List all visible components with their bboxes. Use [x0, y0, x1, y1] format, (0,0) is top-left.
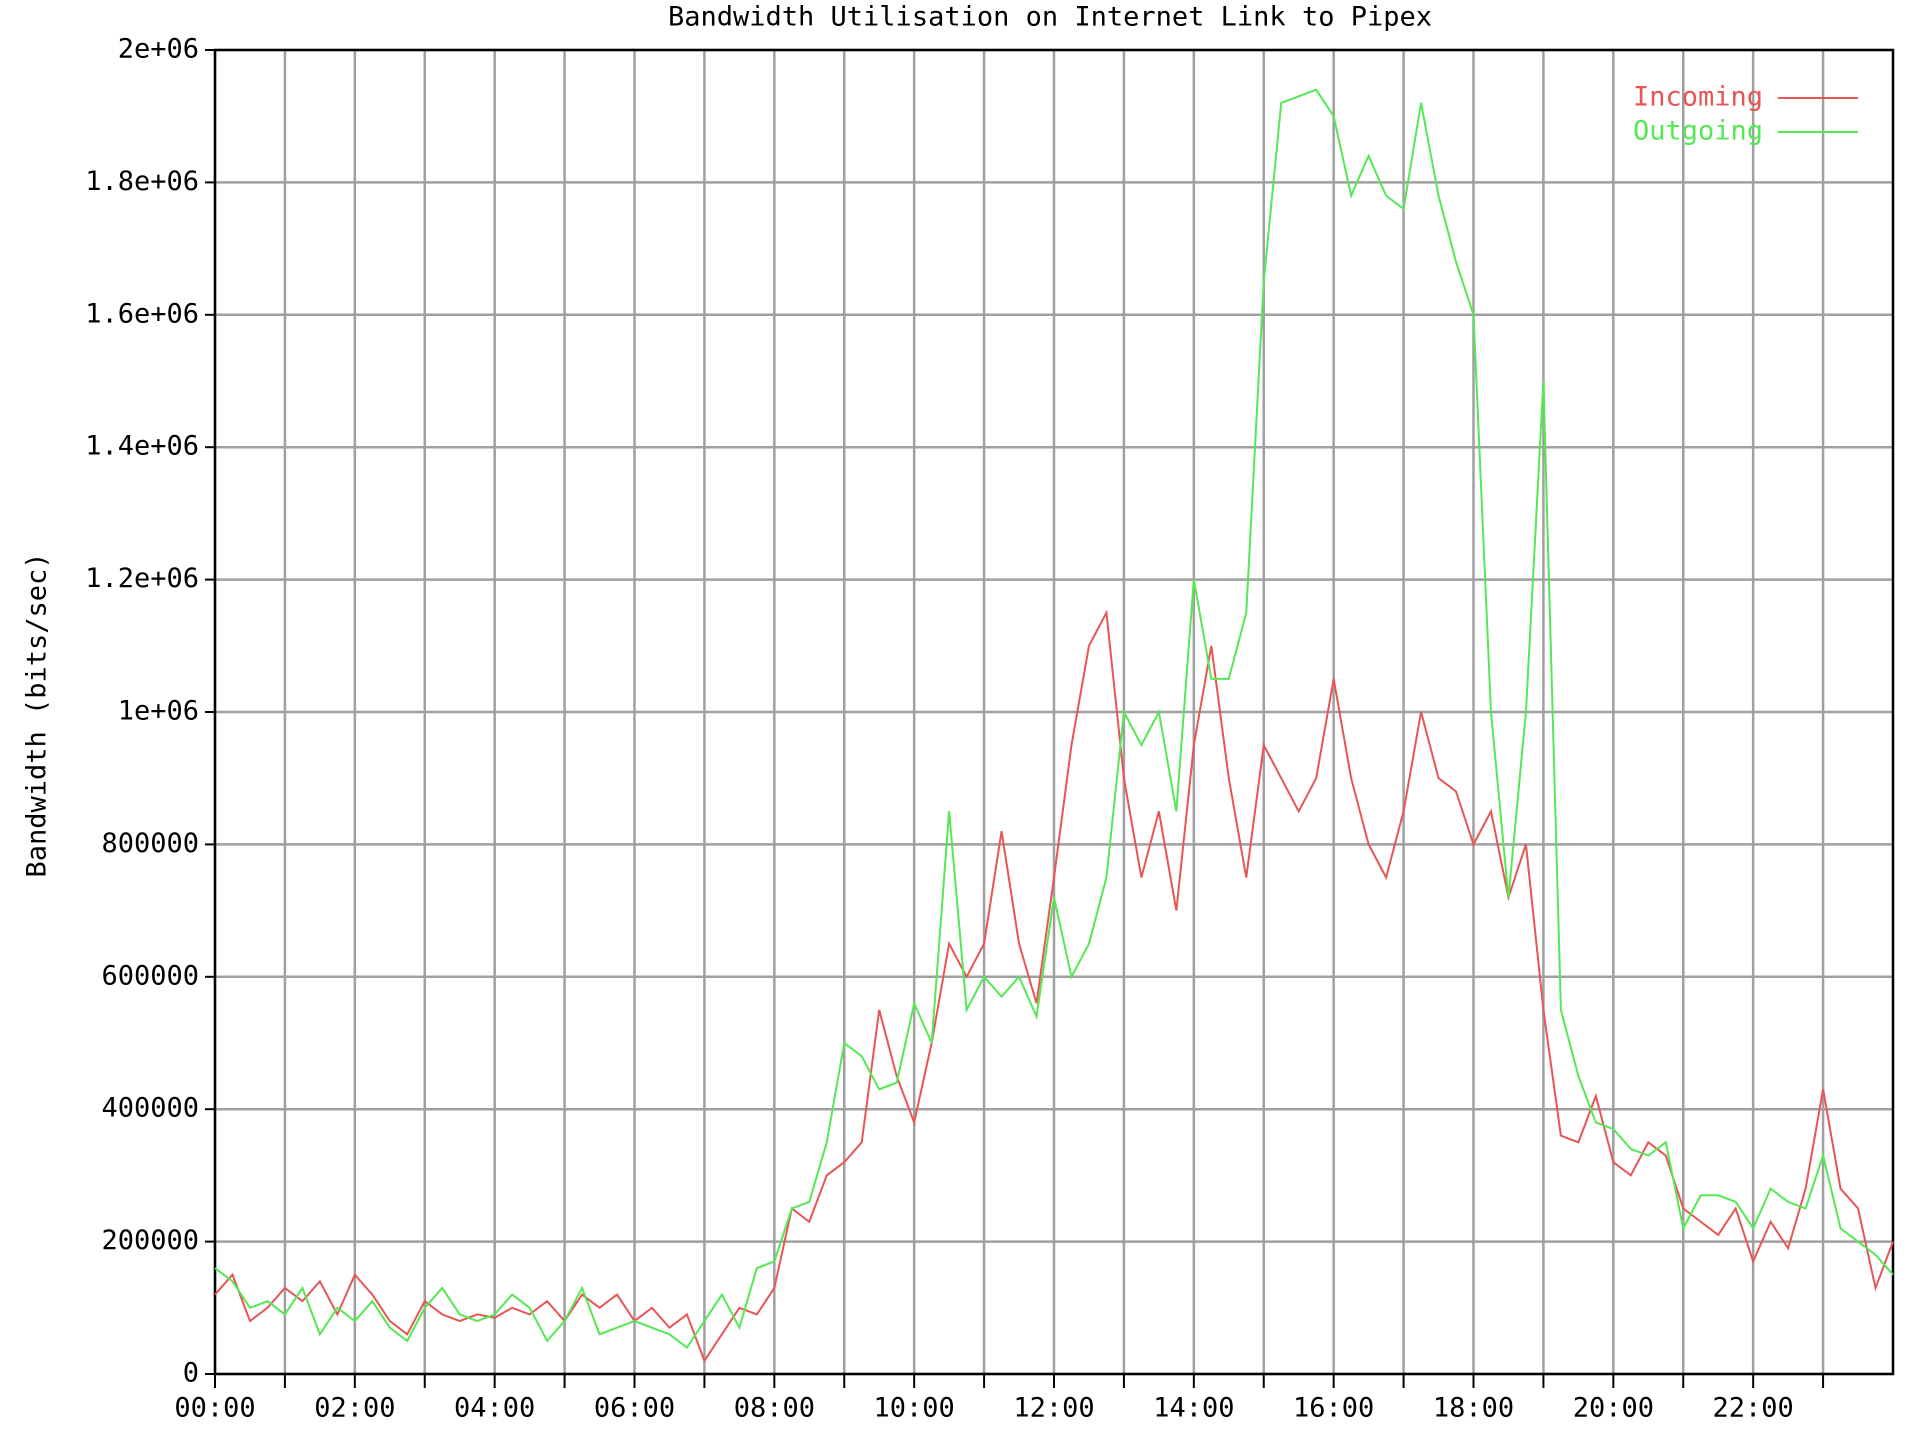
y-tick-label: 1.6e+06	[85, 298, 199, 329]
y-tick-label: 1.8e+06	[85, 166, 199, 197]
y-axis-label: Bandwidth (bits/sec)	[22, 552, 53, 877]
y-tick-label: 800000	[101, 828, 199, 859]
x-tick-label: 12:00	[1013, 1393, 1094, 1424]
data-line	[214, 609, 1894, 1363]
x-tick-label: 04:00	[454, 1393, 535, 1424]
x-tick-label: 18:00	[1433, 1393, 1514, 1424]
x-tick-label: 06:00	[594, 1393, 675, 1424]
x-tick-label: 00:00	[174, 1393, 255, 1424]
y-tick-label: 0	[183, 1358, 199, 1389]
x-tick-label: 10:00	[874, 1393, 955, 1424]
y-tick-label: 400000	[101, 1093, 199, 1124]
y-tick-label: 600000	[101, 960, 199, 991]
chart-title: Bandwidth Utilisation on Internet Link t…	[668, 2, 1432, 33]
data-line	[214, 88, 1894, 1349]
y-tick-label: 1.4e+06	[85, 431, 199, 462]
x-tick-label: 02:00	[314, 1393, 395, 1424]
x-tick-label: 14:00	[1153, 1393, 1234, 1424]
x-tick-label: 22:00	[1713, 1393, 1794, 1424]
x-tick-label: 16:00	[1293, 1393, 1374, 1424]
legend-label: Incoming	[1633, 82, 1763, 113]
plot-frame	[213, 48, 1895, 1376]
y-tick-label: 1e+06	[118, 696, 199, 727]
legend-label: Outgoing	[1633, 116, 1763, 147]
y-tick-label: 200000	[101, 1225, 199, 1256]
x-tick-label: 20:00	[1573, 1393, 1654, 1424]
y-tick-label: 1.2e+06	[85, 563, 199, 594]
y-tick-label: 2e+06	[118, 34, 199, 65]
x-tick-label: 08:00	[734, 1393, 815, 1424]
